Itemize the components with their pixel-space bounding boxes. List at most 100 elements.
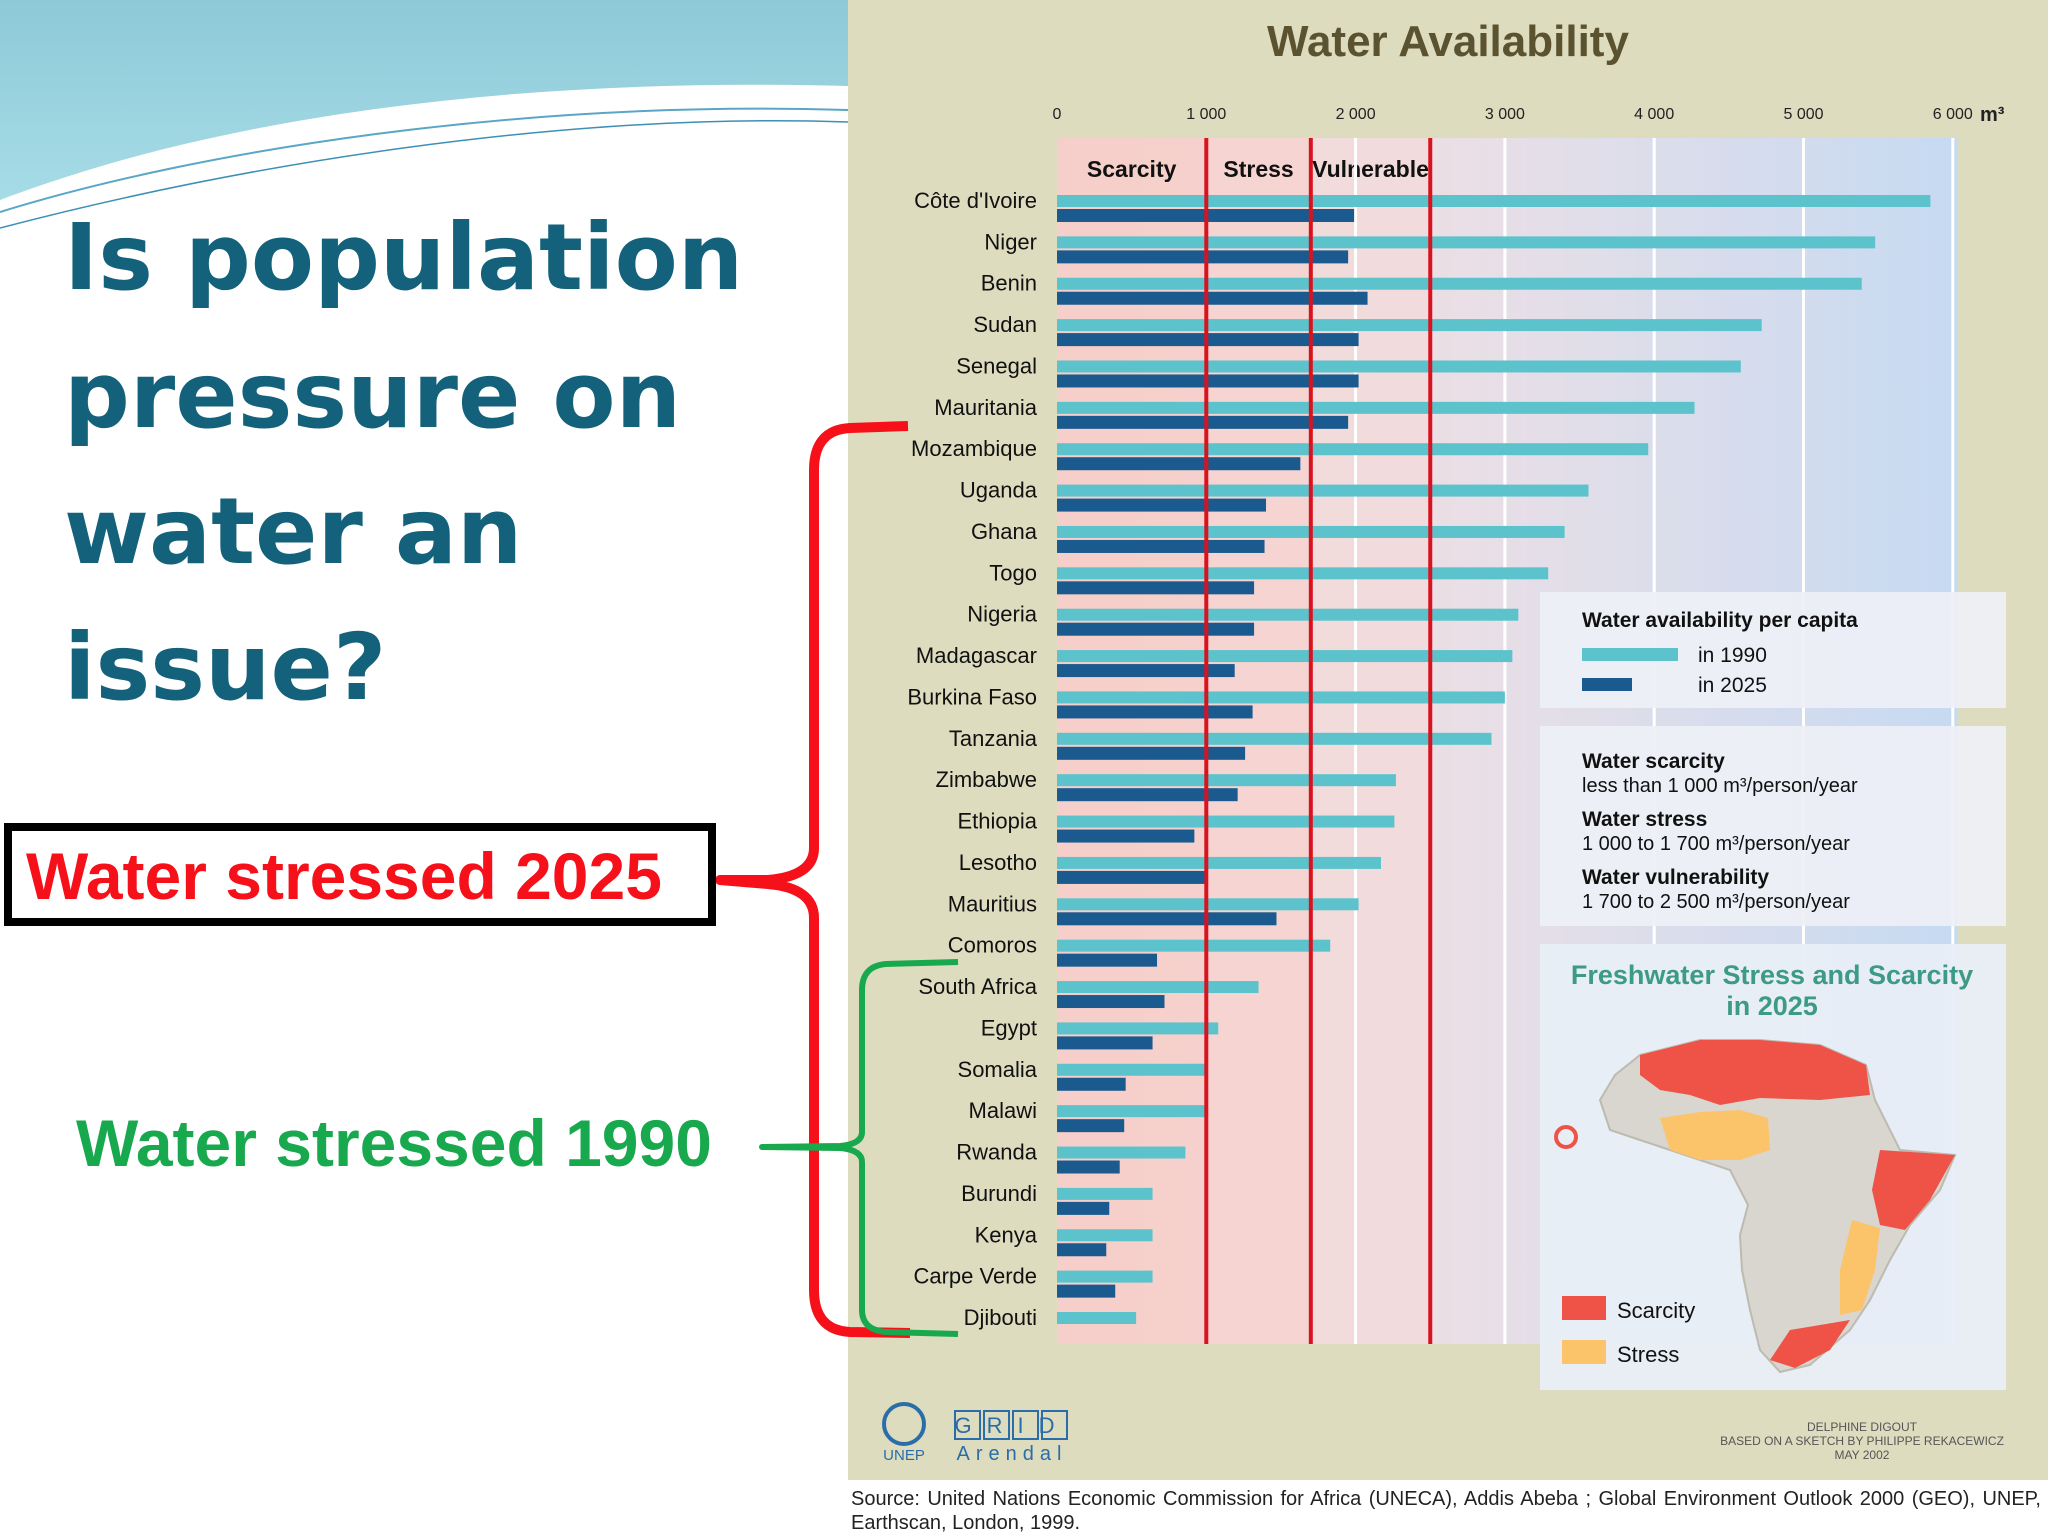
bar-1990 <box>1057 981 1259 994</box>
category-label: Lesotho <box>959 850 1037 875</box>
bar-1990 <box>1057 567 1549 580</box>
map-legend-swatch-stress <box>1562 1340 1606 1364</box>
credit-line: MAY 2002 <box>1835 1448 1890 1462</box>
category-label: Nigeria <box>967 602 1037 627</box>
legend-swatch-1990 <box>1582 648 1678 661</box>
water-stressed-2025-box <box>4 823 716 926</box>
scarcity-region-north <box>1640 1040 1870 1105</box>
slide-title-line-2: pressure on <box>64 342 682 449</box>
x-unit-label: m³ <box>1980 104 2005 126</box>
inset-map-title-line-1: Freshwater Stress and Scarcity <box>1571 960 1973 990</box>
bar-2025 <box>1057 539 1265 553</box>
definition-text: less than 1 000 m³/person/year <box>1582 775 1858 797</box>
bar-2025 <box>1057 664 1235 678</box>
bar-2025 <box>1057 622 1255 636</box>
definition-text: 1 700 to 2 500 m³/person/year <box>1582 891 1850 913</box>
bar-1990 <box>1057 1022 1219 1035</box>
bar-2025 <box>1057 1201 1110 1215</box>
grid-logo-box <box>983 1410 1010 1440</box>
bar-2025 <box>1057 705 1253 719</box>
bar-2025 <box>1057 1036 1153 1050</box>
bar-2025 <box>1057 870 1205 884</box>
x-tick-label: 4 000 <box>1634 106 1674 123</box>
map-legend-label-stress: Stress <box>1617 1342 1679 1367</box>
category-label: Rwanda <box>956 1140 1037 1165</box>
bar-1990 <box>1057 1312 1137 1324</box>
inset-map-title-line-2: in 2025 <box>1726 991 1818 1021</box>
bar-2025 <box>1057 1119 1125 1133</box>
category-label: Ethiopia <box>957 809 1037 834</box>
unep-logo <box>882 1402 926 1446</box>
red-bracket <box>715 421 911 1338</box>
category-label: Malawi <box>969 1098 1037 1123</box>
legend-label-2025: in 2025 <box>1698 674 1767 697</box>
definitions-box <box>1540 726 2006 926</box>
scarcity-region-horn <box>1872 1150 1955 1230</box>
bar-2025 <box>1057 1284 1116 1298</box>
bar-2025 <box>1057 746 1246 760</box>
bar-1990 <box>1057 1270 1153 1283</box>
category-label: Comoros <box>948 933 1037 958</box>
chart-title: Water Availability <box>1267 17 1629 66</box>
category-label: Tanzania <box>949 726 1038 751</box>
slide-title-line-4: issue? <box>64 614 387 721</box>
category-label: Senegal <box>956 353 1037 378</box>
category-label: South Africa <box>918 974 1037 999</box>
grid-logo-box <box>954 1410 981 1440</box>
bar-1990 <box>1057 484 1589 497</box>
category-label: Zimbabwe <box>936 767 1037 792</box>
bar-2025 <box>1057 457 1301 471</box>
bar-2025 <box>1057 250 1349 264</box>
source-citation: Source: United Nations Economic Commissi… <box>851 1488 2041 1534</box>
category-label: Kenya <box>975 1222 1038 1247</box>
bar-1990 <box>1057 443 1649 456</box>
bar-1990 <box>1057 1146 1186 1159</box>
bar-1990 <box>1057 1105 1205 1118</box>
grid-logo-box <box>1041 1410 1068 1440</box>
bar-1990 <box>1057 691 1505 704</box>
category-label: Côte d'Ivoire <box>914 188 1037 213</box>
x-tick-label: 1 000 <box>1186 106 1226 123</box>
category-label: Sudan <box>973 312 1037 337</box>
legend-label-1990: in 1990 <box>1698 644 1767 667</box>
arendal-label: Arendal <box>957 1443 1068 1465</box>
bar-1990 <box>1057 1063 1205 1076</box>
bar-2025 <box>1057 912 1277 926</box>
category-label: Mozambique <box>911 436 1037 461</box>
bar-1990 <box>1057 774 1396 787</box>
bar-1990 <box>1057 360 1741 373</box>
credit-line: DELPHINE DIGOUT <box>1807 1420 1918 1434</box>
stress-region-east <box>1840 1220 1880 1315</box>
water-stressed-1990-label: Water stressed 1990 <box>76 1106 712 1180</box>
category-label: Togo <box>989 560 1037 585</box>
category-label: Burkina Faso <box>907 684 1037 709</box>
category-label: Benin <box>981 271 1037 296</box>
bar-1990 <box>1057 856 1381 869</box>
definition-title: Water stress <box>1582 808 1707 831</box>
bar-2025 <box>1057 788 1238 802</box>
zone-label-scarcity: Scarcity <box>1087 156 1177 182</box>
legend-swatch-2025 <box>1582 678 1632 691</box>
category-label: Madagascar <box>916 643 1037 668</box>
bar-2025 <box>1057 415 1349 429</box>
x-tick-label: 3 000 <box>1485 106 1525 123</box>
grid-logo-text: GRID <box>955 1413 1070 1438</box>
x-tick-label: 5 000 <box>1783 106 1823 123</box>
bar-2025 <box>1057 995 1165 1009</box>
scarcity-region-south <box>1770 1320 1850 1368</box>
chart: Water Availability Scarcity Stress Vulnerab… <box>882 17 2006 1465</box>
map-legend-swatch-scarcity <box>1562 1296 1606 1320</box>
grid-logo-box <box>1012 1410 1039 1440</box>
category-label: Burundi <box>961 1181 1037 1206</box>
category-label: Mauritania <box>934 395 1037 420</box>
category-label: Uganda <box>960 478 1038 503</box>
island-marker <box>1554 1125 1578 1149</box>
category-label: Niger <box>984 229 1037 254</box>
category-label: Somalia <box>958 1057 1038 1082</box>
header-decoration <box>0 0 849 229</box>
bar-2025 <box>1057 829 1195 843</box>
bar-2025 <box>1057 498 1267 512</box>
bar-2025 <box>1057 1160 1120 1174</box>
